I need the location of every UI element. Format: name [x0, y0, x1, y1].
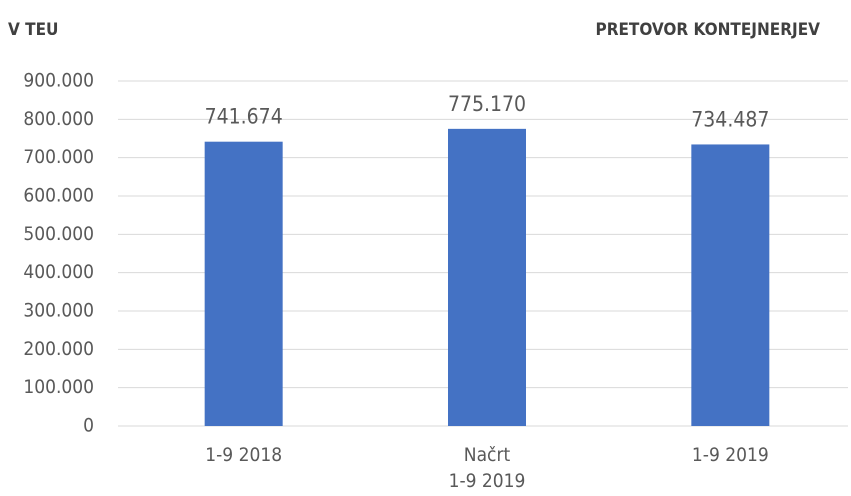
axis-unit-label: V TEU	[8, 20, 58, 40]
data-label: 775.170	[448, 92, 526, 116]
y-tick-label: 200.000	[23, 338, 94, 360]
data-label: 734.487	[691, 107, 769, 131]
x-tick-label: Načrt 1-9 2019	[448, 444, 526, 492]
x-tick-label: 1-9 2019	[691, 444, 769, 466]
chart-title: PRETOVOR KONTEJNERJEV	[595, 20, 820, 40]
y-tick-label: 600.000	[23, 185, 94, 207]
y-tick-label: 0	[83, 415, 94, 437]
y-tick-label: 500.000	[23, 223, 94, 245]
y-tick-label: 700.000	[23, 146, 94, 168]
bar	[204, 141, 283, 426]
y-tick-label: 900.000	[23, 70, 94, 92]
y-tick-label: 400.000	[23, 261, 94, 283]
x-tick-label: 1-9 2018	[205, 444, 283, 466]
bar	[691, 144, 770, 426]
data-label: 741.674	[205, 105, 283, 129]
bar	[448, 128, 526, 426]
y-tick-label: 300.000	[23, 300, 94, 322]
y-tick-label: 100.000	[23, 376, 94, 398]
y-tick-label: 800.000	[23, 108, 94, 130]
